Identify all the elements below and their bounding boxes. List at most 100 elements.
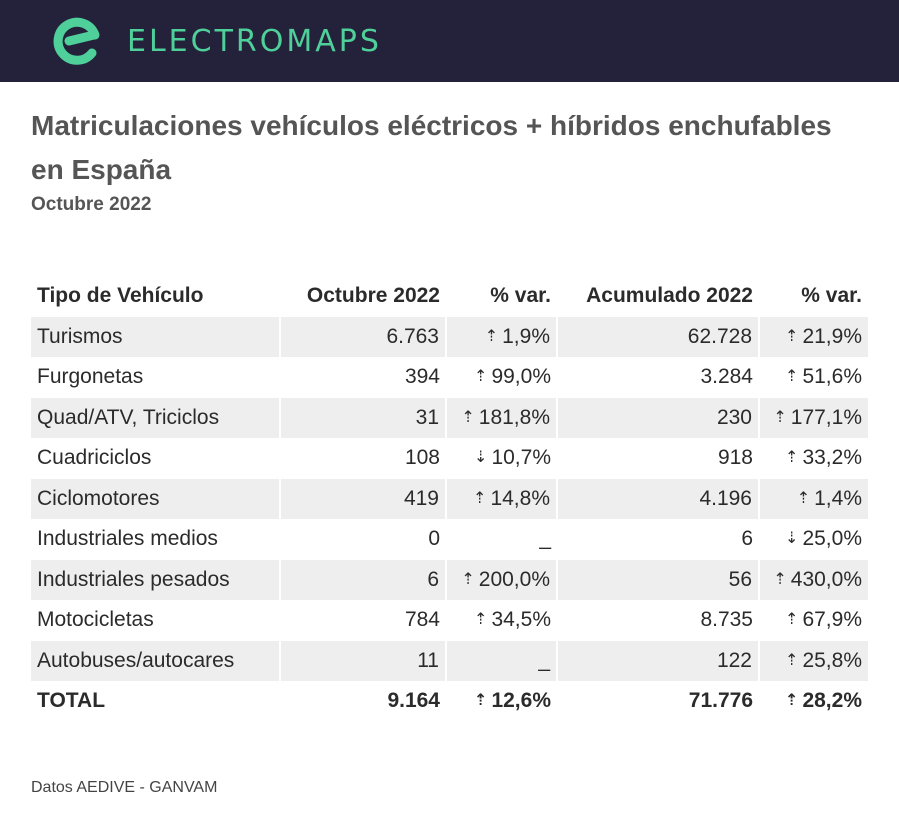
arrow-up-icon: ⇡ [796,489,811,507]
cell-accumulated: 8.735 [557,600,759,641]
cell-october: 6 [279,559,446,600]
cell-october: 6.763 [279,316,446,357]
cell-var-month: ⇡ 181,8% [445,397,557,438]
table-body: Turismos 6.763 ⇡ 1,9% 62.728 ⇡ 21,9% Furgonetas… [31,316,868,681]
cell-accumulated: 56 [556,559,759,600]
cell-var-month-value: 1,9% [502,324,550,348]
arrow-up-icon: ⇡ [785,692,799,710]
header-bar: ELECTROMAPS [0,0,899,82]
cell-vehicle-type-value: Quad/ATV, Triciclos [37,405,220,429]
cell-var-accumulated: ⇡ 25,8% [758,640,868,681]
brand-name: ELECTROMAPS [127,24,382,59]
cell-var-accumulated-value: 1,4% [814,486,862,510]
cell-vehicle-type-value: TOTAL [37,689,106,713]
cell-accumulated: 71.776 [557,681,759,722]
arrow-up-icon: ⇡ [474,611,488,629]
cell-vehicle-type-value: Autobuses/autocares [37,648,235,672]
arrow-up-icon: ⇡ [461,570,475,588]
cell-var-month: ⇡ 99,0% [446,357,557,398]
cell-vehicle-type-value: Industriales pesados [37,567,230,591]
cell-vehicle-type: Cuadriciclos [31,438,280,479]
cell-var-accumulated: ⇡ 28,2% [759,681,868,722]
arrow-up-icon: ⇡ [474,692,488,710]
page-subtitle: Octubre 2022 [31,194,152,215]
cell-vehicle-type: TOTAL [31,681,280,722]
cell-var-accumulated: ⇡ 67,9% [759,600,868,641]
table-row: Furgonetas 394 ⇡ 99,0% 3.284 ⇡ 51,6% [31,357,868,398]
table-row: Cuadriciclos 108 ⇣ 10,7% 918 ⇡ 33,2% [31,438,868,479]
cell-var-month-value: 181,8% [478,405,550,429]
cell-accumulated-value: 122 [716,648,752,672]
cell-var-accumulated-value: 177,1% [790,405,862,429]
arrow-up-icon: ⇡ [474,368,488,386]
table-total-row: TOTAL 9.164 ⇡ 12,6% 71.776 ⇡ 28,2% [31,681,868,722]
cell-accumulated-value: 230 [716,405,752,429]
arrow-up-icon: ⇡ [785,611,799,629]
cell-vehicle-type: Furgonetas [31,357,280,398]
cell-var-month: ⇡ 14,8% [445,478,557,519]
cell-october: 11 [279,640,446,681]
cell-october-value: 108 [404,446,440,470]
cell-october-value: 0 [428,527,440,551]
arrow-down-icon: ⇣ [474,449,488,467]
cell-vehicle-type-value: Furgonetas [37,365,144,389]
arrow-up-icon: ⇡ [785,651,799,669]
table-row: Autobuses/autocares 11 _ 122 ⇡ 25,8% [31,640,868,681]
page-title: Matriculaciones vehículos eléctricos + h… [31,110,832,185]
cell-accumulated: 230 [556,397,759,438]
cell-october: 394 [280,357,446,398]
data-source: Datos AEDIVE - GANVAM [31,779,218,796]
arrow-up-icon: ⇡ [773,408,787,426]
cell-var-month-value: 14,8% [490,486,550,510]
cell-accumulated: 62.728 [556,316,759,357]
cell-october: 108 [280,438,446,479]
table-row: Turismos 6.763 ⇡ 1,9% 62.728 ⇡ 21,9% [31,316,868,357]
cell-var-month: ⇣ 10,7% [446,438,557,479]
cell-accumulated-value: 4.196 [699,486,752,510]
cell-vehicle-type: Turismos [31,316,280,357]
column-header-type: Tipo de Vehículo [37,284,204,308]
cell-october: 784 [280,600,446,641]
cell-october-value: 31 [415,405,439,429]
cell-vehicle-type-value: Cuadriciclos [37,446,152,470]
column-header-october: Octubre 2022 [306,284,440,308]
cell-october-value: 394 [404,365,440,389]
arrow-up-icon: ⇡ [484,327,499,345]
cell-var-accumulated-value: 430,0% [790,567,862,591]
cell-october-value: 784 [404,608,440,632]
column-header-var-month: % var. [490,284,551,308]
cell-vehicle-type: Industriales pesados [31,559,280,600]
cell-var-month: _ [445,640,557,681]
table-header-row: Tipo de Vehículo Octubre 2022 % var. Acu… [31,276,868,317]
cell-var-month: _ [446,519,557,560]
arrow-up-icon: ⇡ [461,408,475,426]
arrow-up-icon: ⇡ [473,489,487,507]
cell-var-accumulated: ⇡ 21,9% [758,316,868,357]
cell-accumulated-value: 3.284 [700,365,753,389]
cell-vehicle-type-value: Industriales medios [37,527,218,551]
cell-october-value: 11 [417,648,439,672]
arrow-up-icon: ⇡ [785,368,799,386]
cell-var-accumulated-value: 25,8% [802,648,862,672]
cell-october-value: 419 [403,486,439,510]
cell-var-accumulated: ⇡ 51,6% [759,357,868,398]
cell-var-accumulated: ⇣ 25,0% [759,519,868,560]
cell-var-month-value: _ [539,527,551,551]
cell-var-month: ⇡ 12,6% [446,681,557,722]
arrow-up-icon: ⇡ [785,449,799,467]
cell-var-month-value: 99,0% [491,365,551,389]
cell-accumulated: 3.284 [557,357,759,398]
cell-accumulated-value: 71.776 [688,689,753,713]
cell-accumulated-value: 62.728 [687,324,752,348]
cell-var-month-value: 10,7% [491,446,551,470]
cell-vehicle-type: Autobuses/autocares [31,640,280,681]
cell-var-accumulated-value: 67,9% [802,608,862,632]
cell-var-accumulated-value: 21,9% [802,324,862,348]
cell-october: 31 [279,397,446,438]
cell-var-month: ⇡ 34,5% [446,600,557,641]
table-row: Ciclomotores 419 ⇡ 14,8% 4.196 ⇡ 1,4% [31,478,868,519]
cell-october: 419 [279,478,446,519]
cell-vehicle-type: Quad/ATV, Triciclos [31,397,280,438]
cell-october-value: 6.763 [386,324,439,348]
cell-var-accumulated-value: 33,2% [802,446,862,470]
